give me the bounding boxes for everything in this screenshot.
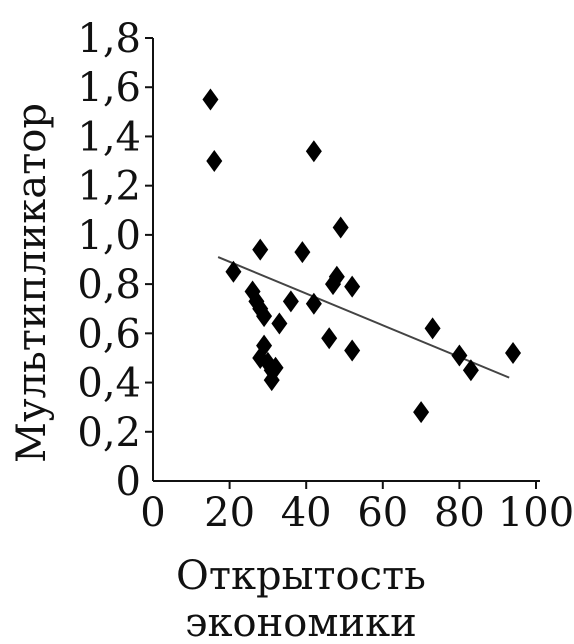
data-point-diamond xyxy=(305,140,322,163)
x-tick-label: 20 xyxy=(204,490,255,536)
data-point-diamond xyxy=(505,342,522,365)
y-tick-label: 0,2 xyxy=(77,410,141,456)
y-tick-label: 1,0 xyxy=(77,213,141,259)
data-point-diamond xyxy=(332,216,349,239)
x-axis-ticks: 0 20 40 60 80 100 xyxy=(140,481,574,536)
data-point-diamond xyxy=(321,327,338,350)
data-point-diamond xyxy=(344,275,361,298)
data-point-diamond xyxy=(267,356,284,379)
y-tick-label: 0,6 xyxy=(77,311,141,357)
y-tick-label: 0 xyxy=(116,459,141,505)
y-axis-title: Мультипликатор xyxy=(9,103,55,463)
y-tick-label: 1,4 xyxy=(77,114,141,160)
data-point-diamond xyxy=(424,317,441,340)
data-point-diamond xyxy=(344,339,361,362)
x-tick-label: 40 xyxy=(281,490,332,536)
x-tick-label: 60 xyxy=(357,490,408,536)
data-point-diamond xyxy=(294,241,311,264)
data-point-diamond xyxy=(252,238,269,261)
data-point-diamond xyxy=(451,344,468,367)
y-tick-label: 0,4 xyxy=(77,361,141,407)
y-axis-ticks: 00,20,40,60,81,01,21,41,61,8 xyxy=(77,16,153,505)
x-tick-label: 0 xyxy=(140,490,165,536)
data-point-diamond xyxy=(271,312,288,335)
data-point-diamond xyxy=(202,88,219,111)
data-point-diamond xyxy=(305,292,322,315)
y-tick-label: 1,8 xyxy=(77,16,141,62)
data-point-diamond xyxy=(282,290,299,313)
data-point-diamond xyxy=(206,150,223,173)
y-tick-label: 1,6 xyxy=(77,65,141,111)
data-point-diamond xyxy=(256,334,273,357)
x-axis-title-line-1: Открытость xyxy=(176,553,426,599)
y-tick-label: 0,8 xyxy=(77,262,141,308)
y-tick-label: 1,2 xyxy=(77,164,141,210)
data-point-diamond xyxy=(462,359,479,382)
data-point-diamond xyxy=(225,260,242,283)
axes xyxy=(152,38,540,482)
x-tick-label: 100 xyxy=(498,490,574,536)
x-axis-title-line-2: экономики xyxy=(185,600,417,644)
x-tick-label: 80 xyxy=(434,490,485,536)
data-points xyxy=(202,88,522,424)
data-point-diamond xyxy=(413,401,430,424)
data-point-diamond xyxy=(328,265,345,288)
data-point-diamond xyxy=(256,305,273,328)
